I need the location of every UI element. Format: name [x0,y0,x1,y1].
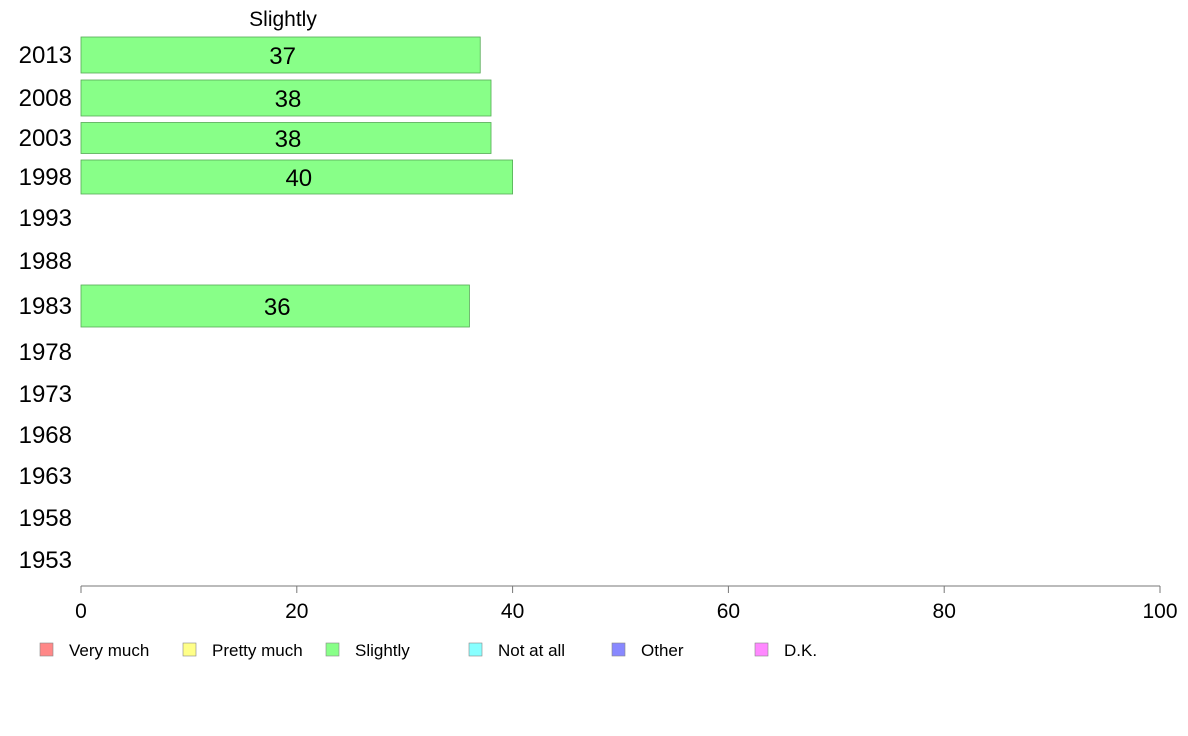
category-label: 2008 [19,85,72,112]
category-label: 1983 [19,293,72,320]
category-label: 1968 [19,422,72,449]
x-tick-label: 80 [933,600,956,623]
legend-swatch [325,642,340,657]
legend-swatch [182,642,197,657]
category-label: 2013 [19,42,72,69]
category-label: 1953 [19,547,72,574]
category-labels: 2013 2008 2003 1998 1993 1988 1983 1978 1973 1968… [19,42,72,574]
legend-swatch [39,642,54,657]
bar [80,159,514,195]
legend-label: Other [641,641,684,660]
bar-value-labels: 37 38 38 40 36 [264,43,312,321]
x-tick-label: 0 [75,600,87,623]
category-label: 1998 [19,164,72,191]
bar-value-label: 40 [285,165,312,192]
bar-value-label: 38 [275,126,302,153]
x-tick-label: 20 [285,600,308,623]
bar [80,36,481,74]
bar-value-label: 37 [269,43,296,70]
bar [80,122,492,154]
x-tick-label: 40 [501,600,524,623]
legend-label: Slightly [355,641,410,660]
legend-label: Very much [69,641,149,660]
legend-swatch [754,642,769,657]
legend-swatch [468,642,483,657]
category-label: 1978 [19,339,72,366]
bar [80,284,470,328]
bars [80,36,514,328]
category-label: 1958 [19,505,72,532]
legend-label: D.K. [784,641,817,660]
category-label: 2003 [19,125,72,152]
bar-value-label: 36 [264,294,291,321]
x-tick-label: 60 [717,600,740,623]
legend-swatch [611,642,626,657]
x-tick-label: 100 [1142,600,1177,623]
category-label: 1993 [19,205,72,232]
category-label: 1988 [19,248,72,275]
category-label: 1963 [19,463,72,490]
series-title: Slightly [249,8,317,31]
legend-label: Not at all [498,641,565,660]
bar-value-label: 38 [275,86,302,113]
bar [80,79,492,117]
x-axis: 0 20 40 60 80 100 [75,585,1178,623]
legend-label: Pretty much [212,641,303,660]
category-label: 1973 [19,381,72,408]
legend: Very much Pretty much Slightly Not at all Ot… [39,641,817,660]
